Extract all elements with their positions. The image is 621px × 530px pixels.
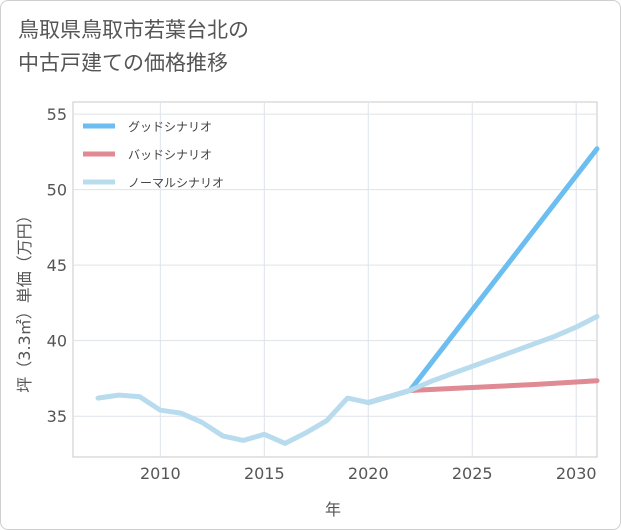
y-tick-label: 50	[47, 181, 67, 200]
series-lines	[95, 146, 600, 446]
chart-title: 鳥取県鳥取市若葉台北の 中古戸建ての価格推移	[18, 14, 249, 80]
x-axis-title: 年	[325, 500, 341, 519]
y-axis-title: 坪（3.3㎡）単価（万円）	[15, 207, 34, 392]
y-tick-label: 55	[47, 105, 67, 124]
y-tick-label: 35	[47, 407, 67, 426]
chart-title-line-2: 中古戸建ての価格推移	[18, 51, 228, 75]
x-tick-label: 2030	[556, 464, 597, 483]
x-tick-label: 2020	[348, 464, 389, 483]
y-tick-label: 40	[47, 332, 67, 351]
legend-label: グッドシナリオ	[128, 120, 212, 134]
grid-lines	[73, 102, 597, 457]
tick-labels: 2010 2015 2020 2025 2030 35 40 45 50 55	[47, 105, 597, 483]
y-tick-label: 45	[47, 256, 67, 275]
legend-label: ノーマルシナリオ	[128, 176, 224, 190]
x-tick-label: 2025	[452, 464, 493, 483]
x-tick-label: 2015	[244, 464, 285, 483]
x-tick-label: 2010	[140, 464, 181, 483]
series-line-3	[95, 314, 600, 446]
chart-title-line-1: 鳥取県鳥取市若葉台北の	[18, 18, 249, 42]
legend-label: バッドシナリオ	[128, 148, 212, 162]
